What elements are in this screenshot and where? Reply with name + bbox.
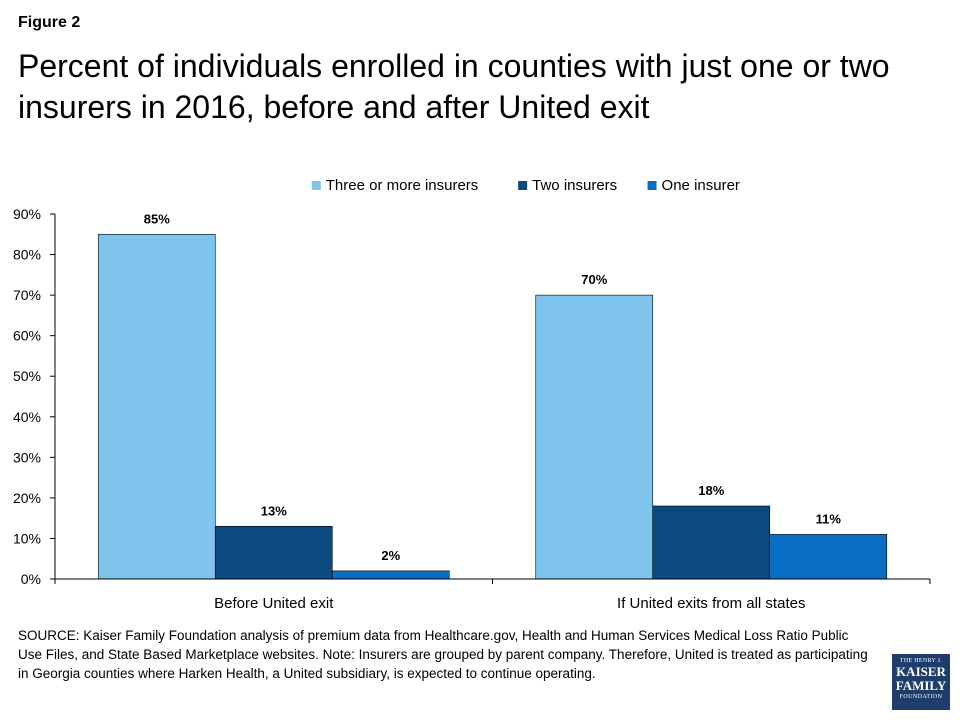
legend-swatch (311, 181, 321, 190)
figure-label: Figure 2 (18, 14, 81, 31)
bar (652, 505, 771, 580)
y-tick-label: 0% (21, 571, 41, 587)
y-tick-label: 20% (13, 490, 41, 506)
bar (535, 294, 654, 580)
data-label: 70% (581, 272, 607, 287)
bar (97, 233, 216, 580)
y-tick-label: 60% (13, 328, 41, 344)
kff-logo: THE HENRY J. KAISER FAMILY FOUNDATION (892, 654, 950, 710)
data-label: 11% (816, 511, 842, 526)
y-tick-label: 80% (13, 247, 41, 263)
legend-label: Two insurers (532, 177, 617, 194)
logo-line-1: THE HENRY J. (899, 658, 943, 664)
y-tick-label: 40% (13, 409, 41, 425)
y-axis: 0% 10% 20% 30% 40% 50% 60% 70% 80% 90% (13, 206, 56, 587)
y-tick-label: 90% (13, 206, 41, 222)
legend-swatch (647, 181, 657, 190)
chart-bars: 85% 13% 2% 70% 18% 11% (97, 211, 888, 580)
y-tick-label: 10% (13, 530, 41, 546)
category-label: Before United exit (214, 595, 334, 612)
data-label: 13% (261, 503, 287, 518)
bar (214, 525, 333, 580)
chart-legend: Three or more insurers Two insurers One in… (311, 177, 740, 194)
logo-line-3: FAMILY (895, 678, 947, 693)
legend-swatch (518, 181, 528, 190)
legend-label: One insurer (662, 177, 740, 194)
legend-label: Three or more insurers (326, 177, 479, 194)
bar (769, 534, 888, 580)
bar (331, 570, 450, 580)
source-note: SOURCE: Kaiser Family Foundation analysi… (18, 628, 868, 681)
y-tick-label: 30% (13, 449, 41, 465)
logo-line-2: KAISER (896, 664, 946, 679)
category-label: If United exits from all states (617, 595, 805, 612)
y-tick-label: 70% (13, 287, 41, 303)
bar-chart: Three or more insurers Two insurers One in… (13, 177, 931, 612)
chart-title: Percent of individuals enrolled in count… (18, 48, 890, 125)
data-label: 85% (144, 211, 170, 226)
data-label: 2% (381, 548, 400, 563)
x-axis: Before United exit If United exits from a… (54, 578, 931, 612)
data-label: 18% (698, 483, 724, 498)
logo-line-4: FOUNDATION (899, 694, 943, 700)
y-tick-label: 50% (13, 368, 41, 384)
